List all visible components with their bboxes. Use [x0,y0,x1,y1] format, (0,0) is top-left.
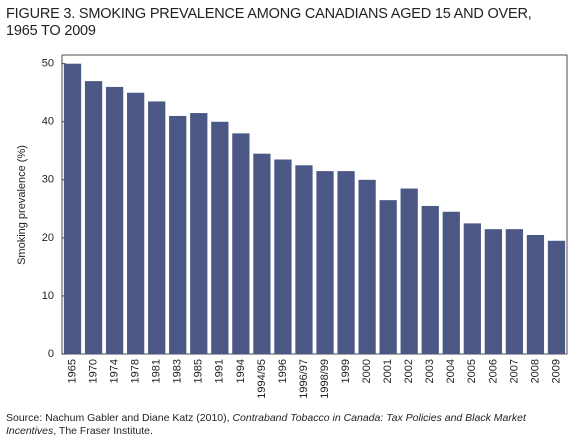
x-tick-label: 2002 [403,359,415,383]
bar [442,211,460,354]
x-tick-label: 2009 [550,359,562,383]
bar [421,205,439,354]
y-tick-label: 20 [42,232,54,244]
source-publication: Contraband Tobacco in Canada: Tax Polici… [6,412,526,437]
x-tick-label: 1996/97 [298,359,310,399]
bar [337,171,355,354]
x-tick-label: 1998/99 [319,359,331,399]
bar [169,115,187,354]
x-tick-label: 1994 [235,359,247,383]
bar [505,229,524,354]
x-tick-label: 2000 [361,359,373,383]
source-publisher: , The Fraser Institute. [53,425,153,437]
y-tick-label: 50 [42,58,54,70]
bar [274,159,292,354]
bar [526,234,545,354]
bar [379,200,397,354]
x-tick-label: 2001 [382,359,394,383]
bar [105,86,124,354]
bar [253,153,271,354]
x-tick-label: 1983 [172,359,184,383]
x-tick-label: 1996 [277,359,289,383]
y-tick-label: 40 [42,116,54,128]
x-tick-label: 1974 [109,359,121,383]
bar [84,81,103,354]
bar [232,133,250,354]
x-tick-label: 1999 [340,359,352,383]
y-axis-label: Smoking prevalence (%) [16,145,28,265]
y-tick-label: 30 [42,174,54,186]
source: Source: Nachum Gabler and Diane Katz (20… [6,412,572,438]
x-tick-label: 2004 [445,359,457,383]
x-tick-label: 1991 [214,359,226,383]
x-tick-label: 2008 [529,359,541,383]
bar [484,229,502,354]
bar [63,63,82,354]
bar [316,171,334,354]
bar [190,113,208,354]
bar [358,179,376,354]
bar [127,92,145,355]
chart: Smoking prevalence (%) 0 10 20 30 40 50 1965 19… [16,54,568,399]
x-tick-label: 2005 [466,359,478,383]
x-tick-label: 1970 [87,359,99,383]
bar [148,101,166,355]
x-tick-label: 2006 [487,359,499,383]
bar [400,188,418,354]
plot-frame [61,54,568,355]
x-tick-label: 2007 [508,359,520,383]
x-tick-label: 1965 [66,359,78,383]
x-tick-label: 2003 [424,359,436,383]
bar [547,240,566,354]
bar [295,165,313,354]
x-tick-label: 1994/95 [256,359,268,399]
bar [463,223,481,354]
chart-title: FIGURE 3. SMOKING PREVALENCE AMONG CANAD… [6,6,532,39]
bar [211,121,229,354]
x-tick-label: 1985 [193,359,205,383]
x-tick-label: 1981 [151,359,163,383]
y-tick-label: 10 [42,290,54,302]
x-tick-label: 1978 [130,359,142,383]
y-tick-label: 0 [48,348,54,360]
source-text: Source: Nachum Gabler and Diane Katz (20… [6,412,230,424]
